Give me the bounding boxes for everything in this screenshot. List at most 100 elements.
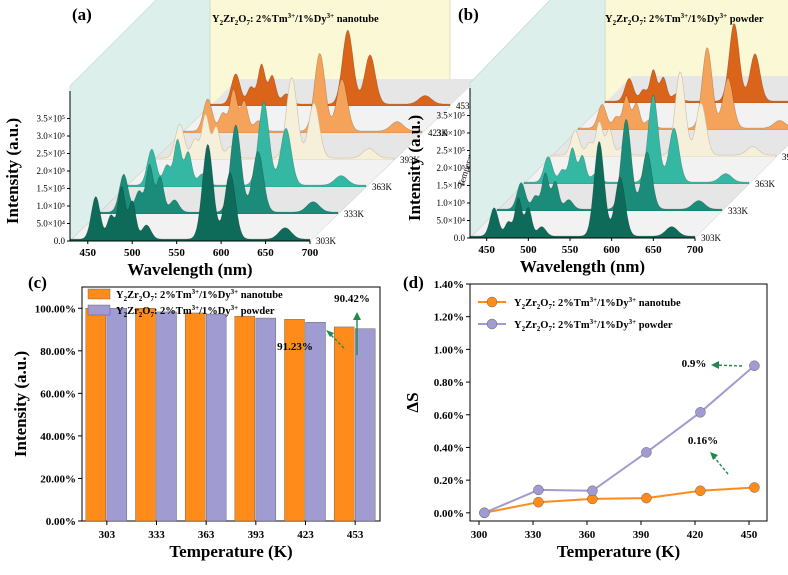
data-point-powder (479, 507, 490, 519)
formula-part: : 2%Tm (552, 298, 590, 309)
y-tick-label: 0.00% (46, 516, 76, 528)
panel-title: Y2Zr2O7: 2%Tm3+/1%Dy3+ powder (605, 12, 764, 27)
formula-part: : 2%Tm (643, 14, 681, 25)
temperature-tick-label: 333K (344, 209, 365, 219)
x-tick-label: 423 (297, 529, 314, 541)
formula-part: Y (514, 298, 522, 309)
formula-part: 2 (522, 325, 526, 333)
x-tick-label: 390 (633, 529, 650, 541)
x-tick-label: 360 (579, 529, 596, 541)
y-tick-label: 2.0×10⁵ (37, 166, 65, 176)
formula-part: 3+ (629, 296, 637, 304)
spectrum-ribbon-393K (153, 77, 395, 161)
legend-swatch-1 (87, 304, 111, 316)
y-tick-label: 3.5×10⁵ (437, 111, 465, 121)
bar-powder-333 (156, 311, 177, 522)
formula-part: 3+ (590, 296, 598, 304)
formula-part: O (142, 306, 150, 317)
formula-part: /1%Dy (294, 14, 327, 25)
legend-label-1: Y2Zr2O7: 2%Tm3+/1%Dy3+ powder (514, 318, 673, 333)
series-line-nanotube (484, 486, 755, 514)
data-point-nanotube (641, 492, 652, 504)
formula-part: 7 (150, 295, 154, 303)
arrow-head (353, 312, 361, 320)
x-axis-title: Temperature (K) (557, 542, 680, 561)
annotation-nanotube-value: 0.16% (688, 435, 718, 447)
annotation-powder-value: 90.42% (334, 293, 370, 305)
temperature-tick-label: 333K (728, 206, 749, 216)
formula-part: Y (212, 14, 220, 25)
annotation-powder-value: 0.9% (682, 358, 707, 370)
arrow-nanotube (713, 456, 729, 475)
spectrum-ribbon-303K (469, 140, 696, 239)
arrow-head (710, 452, 718, 460)
y-tick-label: 2.0×10⁵ (437, 163, 465, 173)
panel-label: (d) (403, 273, 424, 292)
y-tick-label: 3.0×10⁵ (437, 128, 465, 138)
formula-part: Zr (525, 298, 537, 309)
formula-part: /1%Dy (596, 298, 629, 309)
y-tick-label: 0.20% (434, 475, 464, 487)
formula-part: 2 (613, 19, 617, 27)
x-axis-title: Wavelength (nm) (520, 257, 645, 276)
data-point-nanotube (695, 485, 706, 497)
y-tick-label: 80.00% (40, 346, 76, 358)
panel-c-bar-chart: 0.00% 20.00% 40.00% 60.00% 80.00% 100.00% 303 3… (11, 273, 381, 561)
x-tick-label: 300 (471, 529, 488, 541)
legend-marker-1 (486, 318, 498, 330)
formula-part: : 2%Tm (250, 14, 288, 25)
y-tick-label: 3.0×10⁵ (37, 131, 65, 141)
formula-part: O (142, 290, 150, 301)
data-point-nanotube (533, 496, 544, 508)
formula-part: /1%Dy (198, 290, 231, 301)
legend-label-0: Y2Zr2O7: 2%Tm3+/1%Dy3+ nanotube (116, 288, 283, 303)
x-tick-label: 450 (478, 244, 495, 256)
formula-part: : 2%Tm (154, 306, 192, 317)
data-point-powder (695, 407, 706, 418)
temperature-tick-label: 303K (701, 233, 722, 243)
y-tick-label: 40.00% (40, 431, 76, 443)
y-tick-label: 1.5×10⁵ (37, 184, 65, 194)
temperature-tick-label: 453K (456, 101, 477, 111)
x-tick-label: 330 (525, 529, 542, 541)
formula-part: 3+ (192, 304, 200, 312)
y-tick-label: 60.00% (40, 388, 76, 400)
panel-label: (c) (28, 273, 47, 292)
plot-frame (469, 283, 768, 522)
y-tick-label: 0.40% (434, 442, 464, 454)
formula-part: 2 (124, 311, 128, 319)
formula-part: 3+ (720, 12, 728, 20)
y-tick-label: 1.20% (434, 312, 464, 324)
x-tick-label: 550 (562, 244, 579, 256)
y-tick-label: 0.60% (434, 410, 464, 422)
formula-part: 3+ (590, 318, 598, 326)
spectrum-ribbon-333K (496, 118, 723, 212)
y-tick-label: 5.0×10⁴ (437, 216, 465, 226)
formula-part: O (238, 14, 246, 25)
y-tick-label: 2.5×10⁵ (37, 149, 65, 159)
temperature-tick-label: 393K (400, 155, 421, 165)
spectrum-ribbon-423K (181, 53, 423, 134)
formula-part: Y (605, 14, 613, 25)
legend-swatch-0 (87, 288, 111, 300)
formula-part: powder (636, 320, 673, 331)
bar-powder-363 (205, 313, 227, 522)
bar-nanotube-453 (333, 326, 355, 522)
bar-powder-303 (106, 308, 128, 522)
x-tick-label: 550 (168, 247, 185, 259)
formula-part: nanotube (636, 298, 681, 309)
x-tick-label: 450 (741, 529, 758, 541)
x-tick-label: 700 (687, 244, 704, 256)
data-point-powder (749, 360, 760, 371)
formula-part: 3+ (327, 12, 335, 20)
y-tick-label: 0.80% (434, 377, 464, 389)
y-axis-title: Intensity (a.u.) (11, 351, 30, 457)
y-tick-label: 20.00% (40, 473, 76, 485)
y-tick-label: 1.00% (434, 344, 464, 356)
plot-frame (81, 286, 381, 522)
spectrum-ribbon-393K (550, 71, 777, 158)
x-tick-label: 333 (148, 529, 165, 541)
panel-d-line-chart: 0.00% 0.20% 0.40% 0.60% 0.80% 1.00% 1.20% 1.40%… (403, 273, 768, 561)
formula-part: Zr (616, 14, 628, 25)
